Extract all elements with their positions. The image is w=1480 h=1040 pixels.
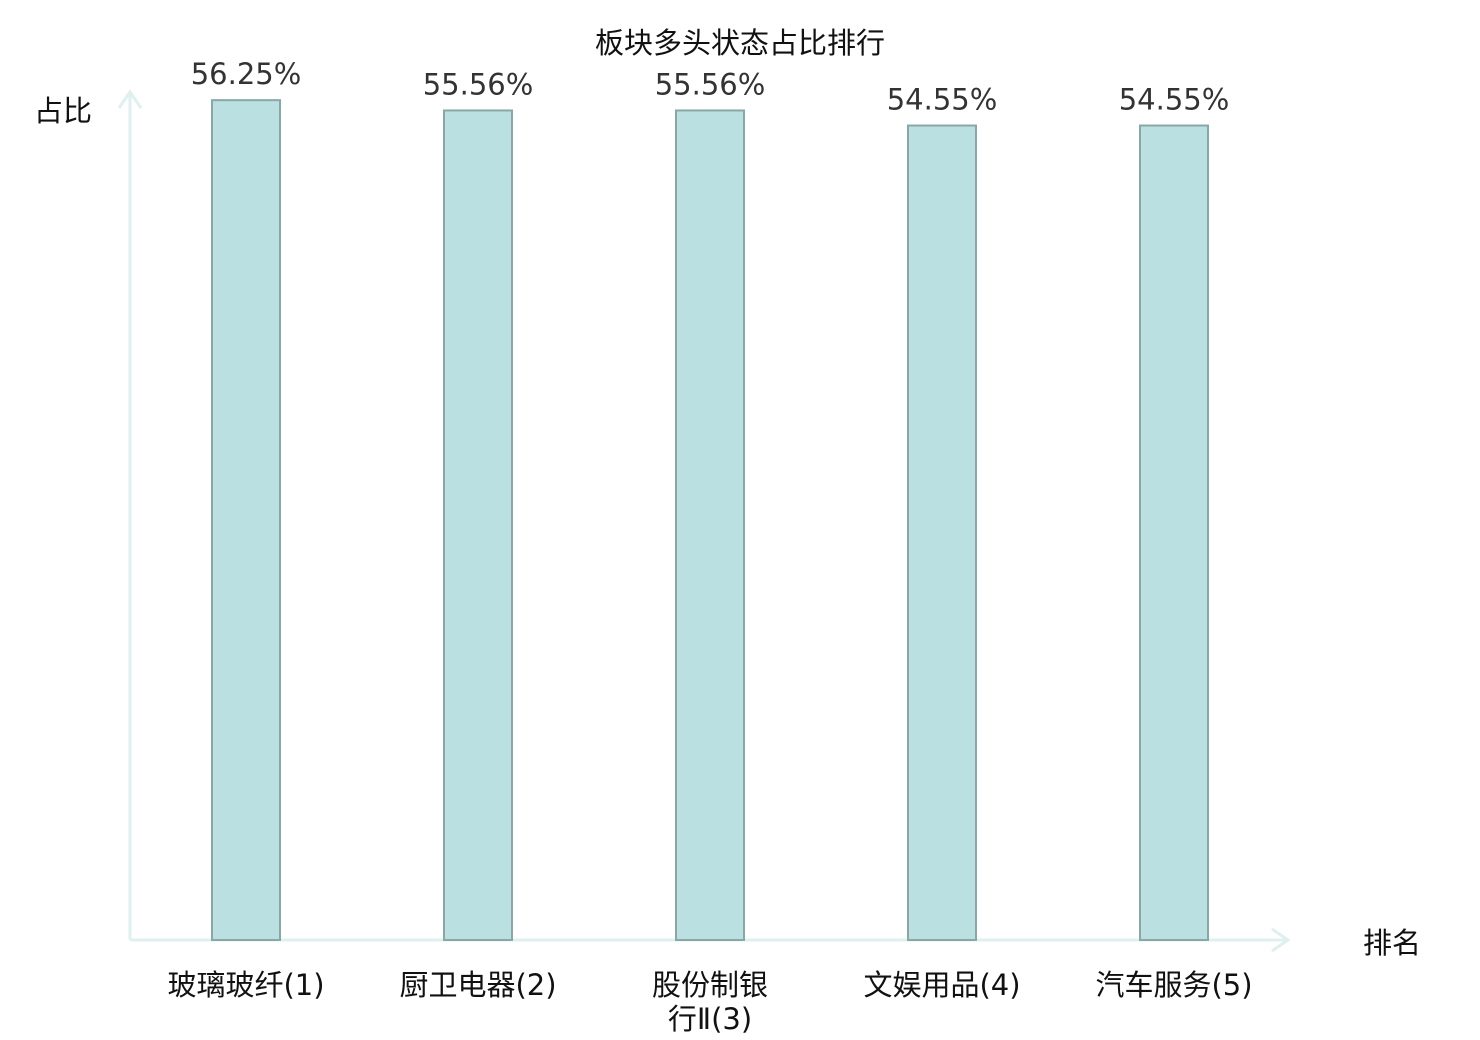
- bars-group: [211, 99, 1209, 942]
- chart-title: 板块多头状态占比排行: [595, 26, 885, 60]
- bar: [675, 109, 745, 942]
- x-axis-label: 排名: [1363, 926, 1421, 960]
- x-axis-arrow-icon: [1271, 927, 1291, 953]
- bar-value-label: 54.55%: [887, 83, 998, 117]
- value-labels-group: 56.25% 55.56% 55.56% 54.55% 54.55%: [191, 57, 1230, 116]
- bar-value-label: 55.56%: [655, 67, 766, 101]
- bar: [211, 99, 281, 941]
- bar-value-label: 54.55%: [1119, 83, 1230, 117]
- x-tick-label: 文娱用品(4): [863, 968, 1020, 1002]
- x-tick-label: 股份制银: [652, 968, 768, 1002]
- y-axis-arrow-icon: [117, 89, 143, 109]
- x-tick-label: 厨卫电器(2): [399, 968, 556, 1002]
- bar: [443, 109, 513, 942]
- bar: [1139, 124, 1209, 941]
- x-tick-label: 汽车服务(5): [1095, 968, 1252, 1002]
- bar-value-label: 55.56%: [423, 67, 534, 101]
- y-axis-label: 占比: [34, 94, 92, 128]
- bar: [907, 124, 977, 941]
- x-tick-label: 行Ⅱ(3): [668, 1002, 752, 1036]
- x-tick-label: 玻璃玻纤(1): [167, 968, 324, 1002]
- bar-value-label: 56.25%: [191, 57, 302, 91]
